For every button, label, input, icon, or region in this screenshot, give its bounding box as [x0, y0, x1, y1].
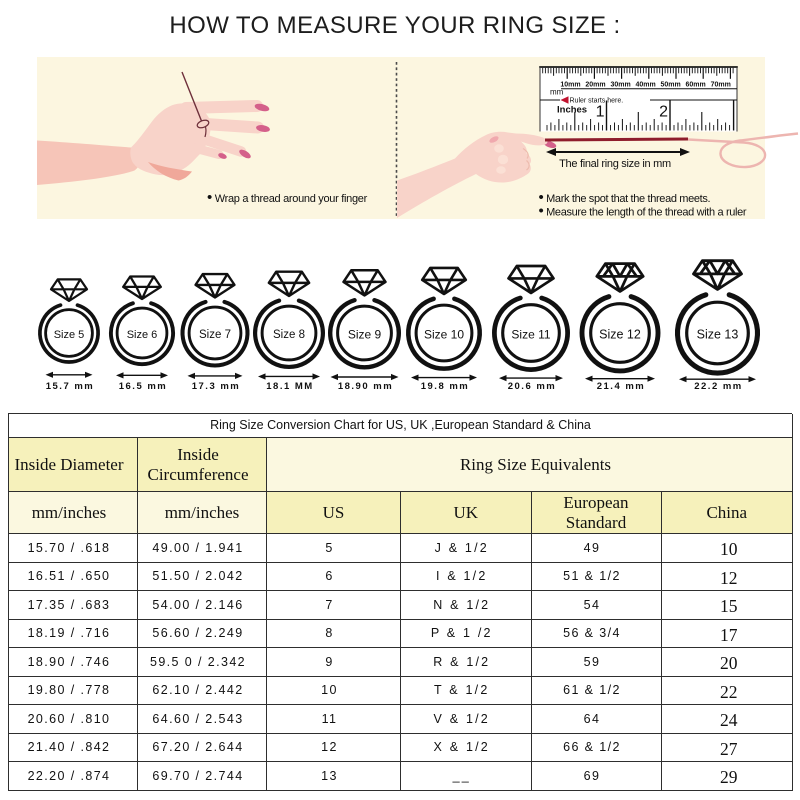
svg-text:Size 5: Size 5	[54, 329, 85, 341]
svg-text:Size 11: Size 11	[511, 327, 550, 341]
svg-text:Size 13: Size 13	[697, 328, 739, 342]
svg-text:19.8 mm: 19.8 mm	[421, 381, 470, 392]
svg-text:mm: mm	[550, 88, 564, 97]
svg-text:60mm: 60mm	[685, 82, 705, 89]
svg-text:22.2 mm: 22.2 mm	[694, 381, 743, 392]
svg-text:50mm: 50mm	[660, 82, 680, 89]
svg-text:• Mark the spot that the threa: • Mark the spot that the thread meets.	[539, 189, 711, 206]
svg-text:70mm: 70mm	[711, 82, 731, 89]
svg-text:2: 2	[659, 104, 668, 121]
svg-text:20.6 mm: 20.6 mm	[508, 381, 557, 392]
svg-text:18.1 MM: 18.1 MM	[266, 381, 313, 392]
svg-text:16.5 mm: 16.5 mm	[119, 381, 168, 392]
svg-text:Size 7: Size 7	[199, 329, 231, 341]
svg-text:21.4 mm: 21.4 mm	[597, 381, 646, 392]
svg-text:18.90 mm: 18.90 mm	[338, 381, 393, 392]
svg-text:10mm: 10mm	[560, 82, 580, 89]
svg-text:15.7 mm: 15.7 mm	[46, 381, 95, 392]
svg-text:40mm: 40mm	[635, 82, 655, 89]
svg-text:20mm: 20mm	[585, 82, 605, 89]
svg-text:• Measure the length of the th: • Measure the length of the thread with …	[539, 203, 747, 220]
svg-text:Size 10: Size 10	[424, 327, 464, 341]
svg-text:Size 8: Size 8	[273, 329, 305, 341]
svg-text:Ruler starts here.: Ruler starts here.	[570, 98, 624, 105]
svg-text:The final ring size in mm: The final ring size in mm	[559, 158, 671, 170]
svg-text:Size 6: Size 6	[127, 329, 158, 341]
svg-text:• Wrap a thread around your fi: • Wrap a thread around your finger	[207, 189, 368, 206]
svg-text:Inches: Inches	[557, 105, 587, 116]
svg-text:Size 12: Size 12	[599, 328, 641, 342]
svg-text:Size 9: Size 9	[348, 327, 382, 341]
svg-text:17.3 mm: 17.3 mm	[192, 381, 241, 392]
svg-text:1: 1	[596, 104, 605, 121]
svg-text:30mm: 30mm	[610, 82, 630, 89]
